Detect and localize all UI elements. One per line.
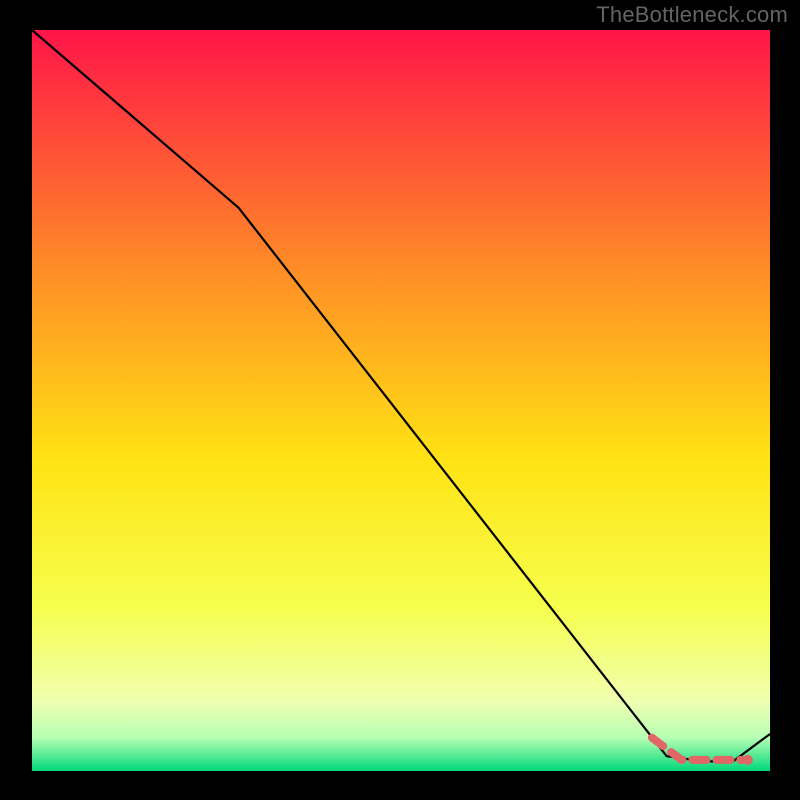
accent-end-dot bbox=[743, 755, 753, 765]
watermark-text: TheBottleneck.com bbox=[596, 2, 788, 28]
bottleneck-curve-chart bbox=[0, 0, 800, 800]
gradient-background bbox=[32, 30, 770, 771]
